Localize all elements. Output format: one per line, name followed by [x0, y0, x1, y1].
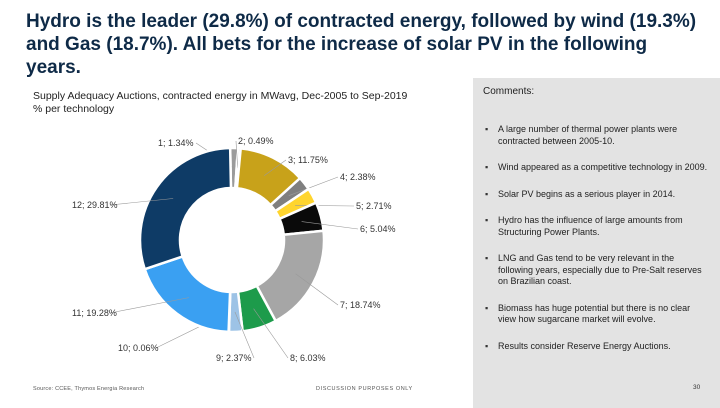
leader-line-6 [301, 221, 359, 230]
comments-panel: Comments: A large number of thermal powe… [473, 78, 720, 408]
comment-item: LNG and Gas tend to be very relevant in … [485, 253, 710, 288]
chart-subtitle: Supply Adequacy Auctions, contracted ene… [33, 90, 407, 116]
data-label-4: 4; 2.38% [340, 172, 376, 182]
donut-slice-11 [143, 254, 232, 334]
page-number: 30 [693, 384, 701, 391]
data-label-6: 6; 5.04% [360, 224, 396, 234]
leader-line-12 [109, 198, 174, 206]
leader-line-7 [295, 273, 339, 306]
data-label-12: 12; 29.81% [72, 200, 118, 210]
comment-item: Hydro has the influence of large amounts… [485, 215, 710, 238]
data-label-5: 5; 2.71% [356, 201, 392, 211]
data-label-3: 3; 11.75% [288, 155, 328, 165]
comments-header: Comments: [483, 86, 535, 97]
leader-line-4 [288, 176, 339, 196]
donut-chart: 1; 1.34% 2; 0.49% 3; 11.75% 4; 2.38% 5; 2.71… [72, 136, 396, 363]
discussion-note: DISCUSSION PURPOSES ONLY [316, 386, 413, 392]
donut-slice-12 [138, 146, 233, 271]
leader-line-5 [295, 205, 355, 207]
leader-line-9 [234, 311, 255, 359]
data-label-2: 2; 0.49% [238, 136, 274, 146]
comment-item: A large number of thermal power plants w… [485, 124, 710, 147]
leader-line-3 [264, 159, 287, 176]
data-label-9: 9; 2.37% [216, 353, 252, 363]
leader-line-11 [109, 297, 189, 314]
comment-item: Results consider Reserve Energy Auctions… [485, 341, 710, 353]
leader-line-2 [235, 140, 239, 169]
data-label-7: 7; 18.74% [340, 300, 381, 310]
data-label-1: 1; 1.34% [158, 138, 194, 148]
data-label-8: 8; 6.03% [290, 353, 326, 363]
chart-subtitle-line2: % per technology [33, 103, 115, 115]
source-note: Source: CCEE, Thymos Energia Research [33, 386, 145, 392]
page-title: Hydro is the leader (29.8%) of contracte… [26, 11, 697, 78]
comment-item: Solar PV begins as a serious player in 2… [485, 189, 710, 201]
data-label-10: 10; 0.06% [118, 343, 159, 353]
leader-line-8 [253, 308, 289, 359]
data-label-11: 11; 19.28% [72, 308, 117, 318]
comments-list: A large number of thermal power plants w… [485, 124, 710, 367]
chart-subtitle-line1: Supply Adequacy Auctions, contracted ene… [33, 90, 408, 102]
comment-item: Wind appeared as a competitive technolog… [485, 162, 710, 174]
comment-item: Biomass has huge potential but there is … [485, 303, 710, 326]
